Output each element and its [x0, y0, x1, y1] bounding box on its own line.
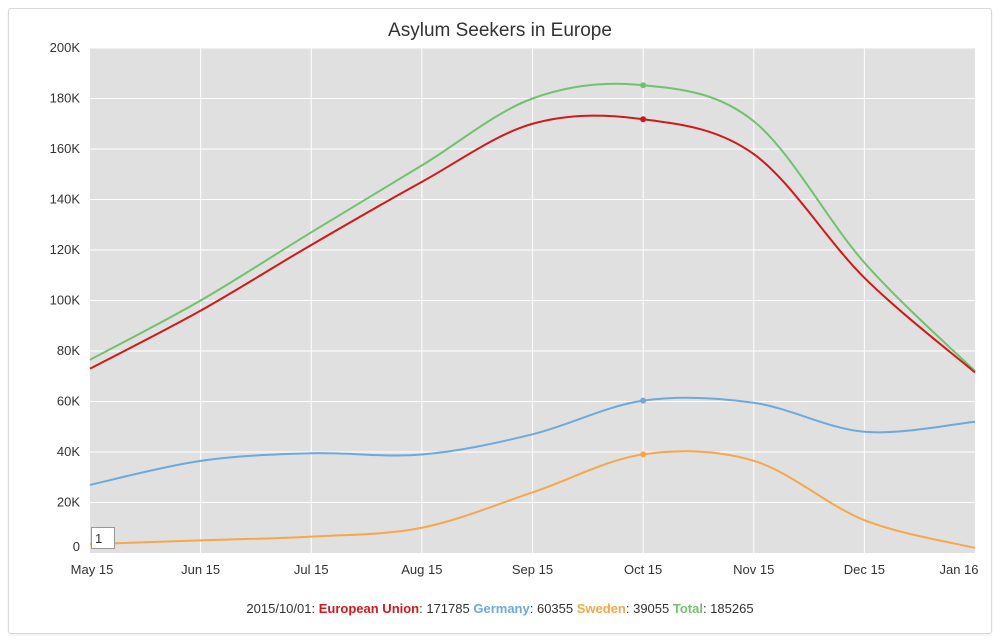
y-tick-label: 160K: [50, 141, 81, 156]
series-line-sweden[interactable]: [89, 450, 976, 549]
series-line-total[interactable]: [89, 82, 976, 372]
y-tick-label: 200K: [50, 40, 81, 55]
highlight-points: [640, 82, 647, 458]
highlight-point-germany: [640, 397, 647, 404]
legend-item: Sweden: 39055: [577, 601, 670, 616]
highlight-point-european-union: [640, 116, 647, 123]
legend-series-name: European Union: [318, 601, 420, 616]
y-tick-label: 40K: [57, 444, 80, 459]
legend-series-name: Total: [672, 601, 703, 616]
legend-date: 2015/10/01: [246, 601, 312, 616]
legend-series-value: : 171785: [419, 601, 470, 616]
highlight-point-sweden: [640, 451, 647, 458]
x-tick-label: Jul 15: [294, 562, 329, 577]
legend: 2015/10/01: European Union: 171785 Germa…: [246, 601, 754, 616]
legend-item: Germany: 60355: [473, 601, 573, 616]
legend-items: European Union: 171785 Germany: 60355 Sw…: [319, 601, 754, 616]
y-tick-label: 120K: [50, 242, 81, 257]
x-tick-label: May 15: [71, 562, 114, 577]
x-tick-label: Dec 15: [844, 562, 885, 577]
chart-title: Asylum Seekers in Europe: [388, 20, 612, 41]
legend-item: Total: 185265: [673, 601, 754, 616]
legend-series-value: : 60355: [529, 601, 574, 616]
y-tick-label: 60K: [57, 394, 80, 409]
y-tick-label: 180K: [50, 91, 81, 106]
legend-series-value: : 185265: [702, 601, 754, 616]
legend-series-name: Germany: [473, 601, 530, 616]
x-tick-label: Nov 15: [733, 562, 774, 577]
legend-series-name: Sweden: [576, 601, 626, 616]
series-line-european-union[interactable]: [89, 114, 976, 374]
y-tick-label: 80K: [57, 343, 80, 358]
series-line-germany[interactable]: [89, 396, 976, 486]
highlight-point-total: [640, 82, 647, 89]
x-tick-label: Sep 15: [512, 562, 553, 577]
y-tick-label: 140K: [50, 192, 81, 207]
series-lines: [89, 82, 976, 549]
legend-series-value: : 39055: [625, 601, 670, 616]
y-tick-label: 0: [73, 539, 80, 554]
y-tick-label: 20K: [57, 495, 80, 510]
roll-period-input[interactable]: 1: [91, 527, 115, 549]
y-axis: 0 20K 40K 60K 80K 100K 120K 140K 160K 180K 200K: [50, 40, 81, 554]
x-tick-label: Aug 15: [401, 562, 442, 577]
x-tick-label: Oct 15: [624, 562, 662, 577]
x-axis: May 15 Jun 15 Jul 15 Aug 15 Sep 15 Oct 15 Nov …: [71, 562, 979, 577]
y-tick-label: 100K: [50, 293, 81, 308]
x-tick-label: Jan 16: [939, 562, 978, 577]
legend-item: European Union: 171785: [319, 601, 470, 616]
x-tick-label: Jun 15: [181, 562, 220, 577]
